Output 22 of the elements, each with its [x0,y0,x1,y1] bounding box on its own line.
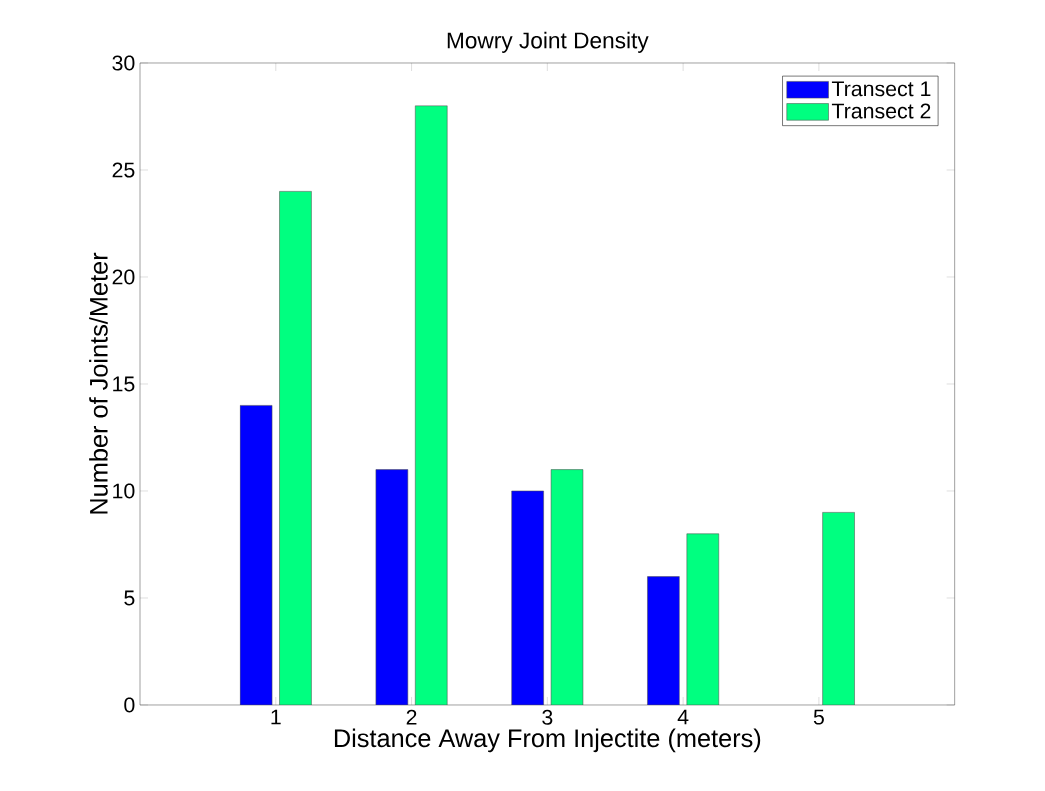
y-tick-label: 30 [112,55,135,71]
x-tick-label: 1 [271,709,281,725]
y-tick-label: 10 [113,483,135,499]
y-tick-label: 20 [112,269,135,285]
bar [279,191,312,705]
bar [686,533,720,705]
y-tick-label: 5 [124,590,135,606]
y-tick-label: 0 [124,697,135,713]
bar [415,105,448,705]
x-tick-label: 2 [406,709,417,725]
chart-title: Mowry Joint Density [447,31,649,53]
x-tick-label: 5 [813,709,824,725]
bar [822,512,855,705]
y-tick-label: 25 [112,162,135,178]
x-tick-label: 4 [677,709,689,725]
bar [550,469,584,705]
x-axis-title: Distance Away From Injectite (meters) [334,728,761,753]
y-tick-label: 15 [113,376,135,392]
legend-label: Transect 1 [831,81,931,97]
x-tick-label: 3 [542,709,553,725]
legend-label: Transect 2 [831,103,931,119]
y-axis-title: Number of Joints/Meter [89,252,108,514]
